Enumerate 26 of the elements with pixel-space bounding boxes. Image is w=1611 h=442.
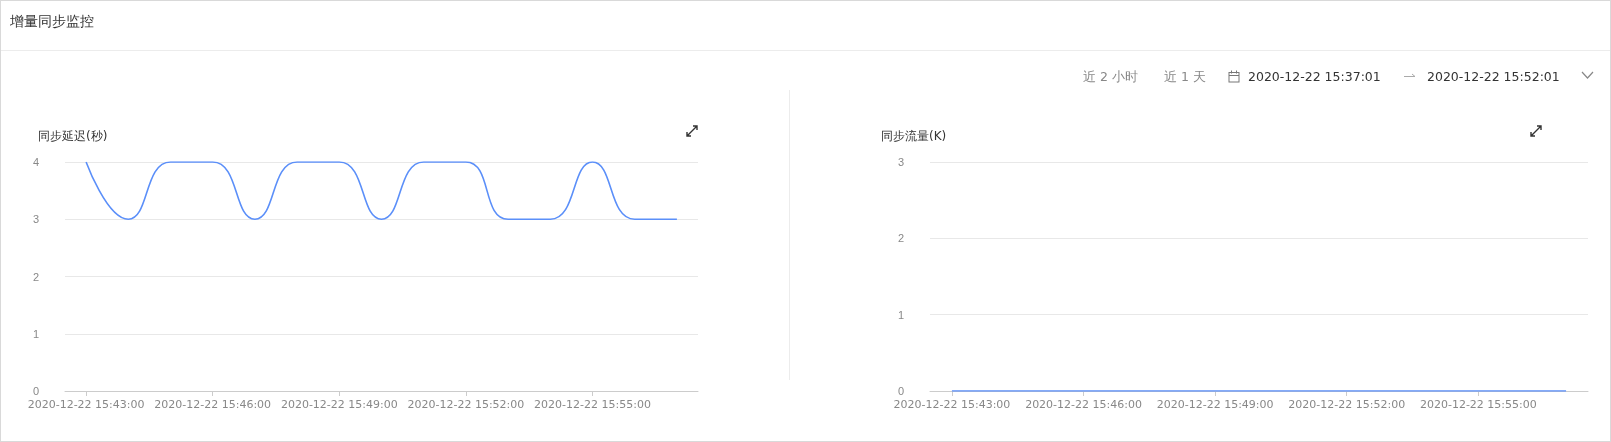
text: 近 1 天 [1164,69,1206,86]
x-tick-label: 2020-12-22 15:52:00 [407,398,525,411]
y-tick-label: 1 [897,308,904,321]
y-tick-label: 3 [32,213,39,226]
y-tick-label: 0 [32,385,39,397]
x-tick-label: 2020-12-22 15:52:00 [1288,398,1406,411]
y-tick-label: 2 [897,232,904,245]
x-tick-label: 2020-12-22 15:43:00 [893,398,1011,411]
text: 2020-12-22 15:37:01 [1248,69,1381,84]
y-tick-label: 3 [897,156,904,168]
x-tick-label: 2020-12-22 15:43:00 [27,398,145,411]
x-tick-label: 2020-12-22 15:55:00 [534,398,651,411]
x-tick-label: 2020-12-22 15:49:00 [1156,398,1274,411]
chart-title: 同步延迟(秒) [38,129,108,143]
x-tick-label: 2020-12-22 15:49:00 [280,398,398,411]
text: 近 2 小时 [1083,69,1138,86]
x-tick-label: 2020-12-22 15:55:00 [1419,398,1537,411]
y-tick-label: 1 [32,327,39,340]
x-tick-label: 2020-12-22 15:46:00 [1025,398,1142,411]
y-tick-label: 0 [897,385,904,397]
text: 2020-12-22 15:52:01 [1427,69,1560,84]
chart-title: 同步流量(K) [881,129,947,143]
x-tick-label: 2020-12-22 15:46:00 [154,398,272,411]
y-tick-label: 2 [32,270,39,283]
text: 增量同步监控 [10,13,94,31]
y-tick-label: 4 [32,156,39,168]
